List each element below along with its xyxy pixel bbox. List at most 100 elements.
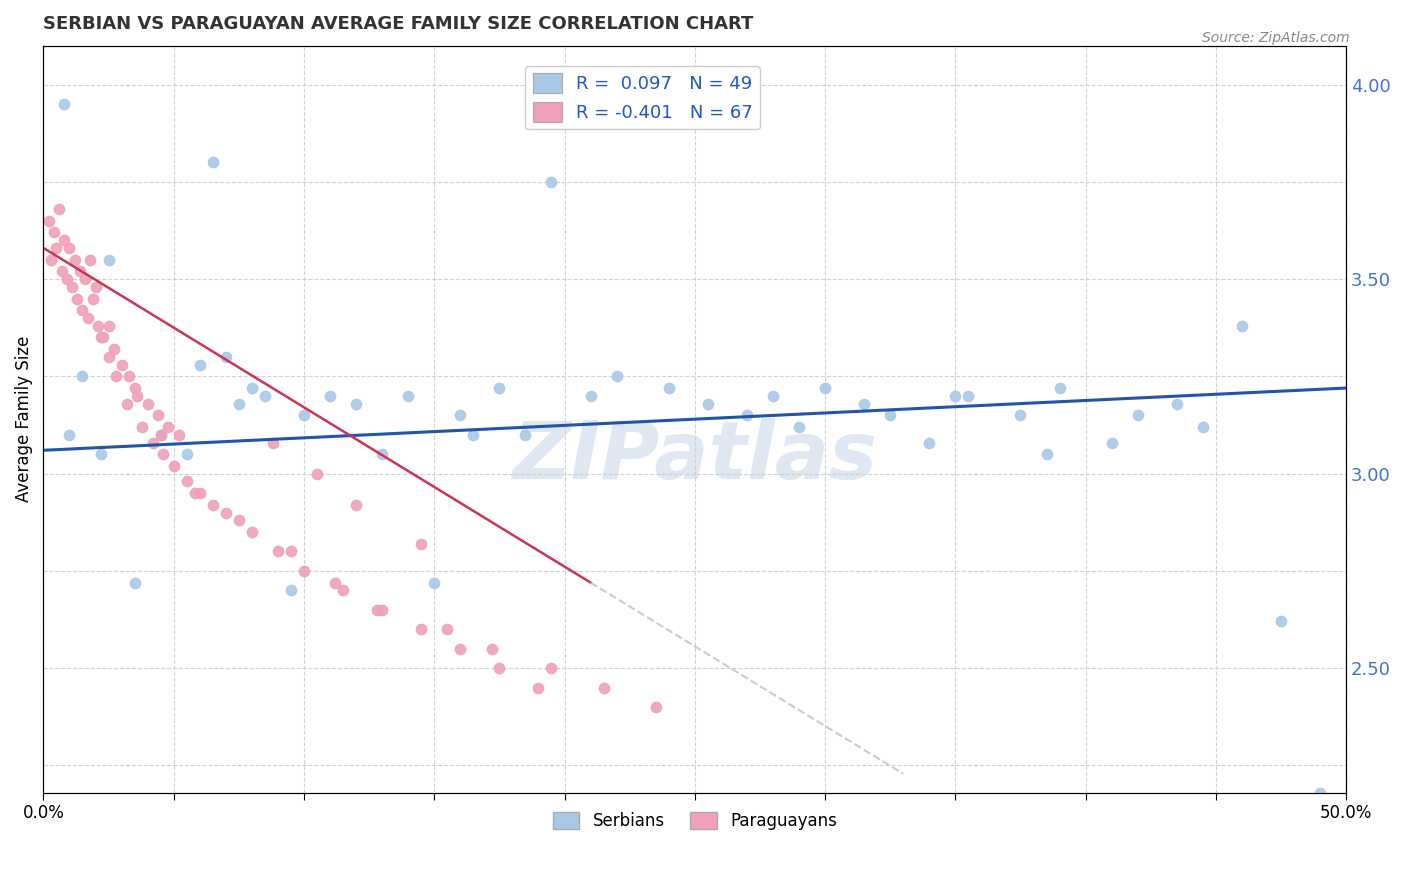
Point (280, 583, 302, 598)
Point (215, 350, 238, 364)
Point (592, 681, 614, 695)
Point (332, 583, 354, 598)
Point (167, 427, 190, 442)
Point (124, 381, 146, 395)
Point (1309, 786, 1331, 800)
Point (396, 389, 419, 403)
Point (97, 350, 120, 364)
Point (176, 447, 198, 461)
Point (323, 575, 346, 590)
Point (1126, 409, 1149, 423)
Point (787, 420, 810, 434)
Point (69, 264, 91, 278)
Point (149, 427, 172, 442)
Point (540, 175, 562, 189)
Point (38, 213, 60, 227)
Point (344, 396, 367, 410)
Point (201, 155, 224, 169)
Point (463, 427, 485, 442)
Point (644, 700, 666, 714)
Point (488, 381, 510, 395)
Point (103, 342, 125, 356)
Point (118, 369, 141, 384)
Point (127, 389, 149, 403)
Point (579, 389, 602, 403)
Point (1270, 615, 1292, 629)
Point (527, 681, 550, 695)
Point (371, 447, 394, 461)
Point (449, 641, 471, 656)
Point (53, 97, 76, 112)
Point (228, 396, 250, 410)
Point (39, 252, 62, 267)
Point (1192, 420, 1215, 434)
Point (97, 318, 120, 333)
Point (183, 486, 205, 500)
Point (1101, 435, 1123, 450)
Point (366, 603, 388, 617)
Point (66, 292, 89, 306)
Point (1166, 396, 1188, 410)
Point (280, 544, 302, 558)
Point (42, 226, 65, 240)
Point (188, 358, 211, 372)
Point (90, 447, 112, 461)
Point (63, 252, 86, 267)
Point (176, 475, 198, 489)
Point (146, 409, 169, 423)
Point (1230, 318, 1253, 333)
Point (84, 280, 107, 294)
Point (943, 389, 966, 403)
Point (423, 575, 446, 590)
Point (253, 389, 276, 403)
Point (918, 435, 941, 450)
Point (540, 661, 562, 675)
Point (56, 272, 79, 286)
Point (76, 311, 98, 326)
Point (371, 603, 394, 617)
Point (110, 358, 132, 372)
Point (45, 241, 67, 255)
Point (124, 575, 146, 590)
Point (51, 264, 73, 278)
Point (149, 427, 172, 442)
Point (142, 435, 165, 450)
Point (696, 396, 718, 410)
Point (72, 303, 94, 318)
Point (1049, 381, 1071, 395)
Point (762, 389, 785, 403)
Point (658, 381, 681, 395)
Text: SERBIAN VS PARAGUAYAN AVERAGE FAMILY SIZE CORRELATION CHART: SERBIAN VS PARAGUAYAN AVERAGE FAMILY SIZ… (44, 15, 754, 33)
Point (157, 420, 180, 434)
Point (163, 458, 186, 473)
Point (814, 381, 837, 395)
Point (292, 564, 315, 578)
Point (488, 661, 510, 675)
Point (606, 369, 628, 384)
Point (136, 396, 159, 410)
Point (1010, 409, 1032, 423)
Point (58, 241, 80, 255)
Point (436, 622, 458, 636)
Point (82, 292, 104, 306)
Point (201, 498, 224, 512)
Point (115, 396, 138, 410)
Point (58, 427, 80, 442)
Legend: Serbians, Paraguayans: Serbians, Paraguayans (546, 805, 844, 837)
Point (75, 272, 97, 286)
Point (262, 435, 284, 450)
Point (87, 318, 110, 333)
Point (93, 330, 115, 344)
Point (131, 420, 153, 434)
Text: ZIPatlas: ZIPatlas (512, 417, 877, 496)
Point (879, 409, 901, 423)
Point (292, 409, 315, 423)
Point (411, 622, 433, 636)
Point (449, 409, 471, 423)
Point (228, 513, 250, 527)
Point (240, 381, 263, 395)
Point (60, 280, 83, 294)
Point (957, 389, 980, 403)
Point (90, 330, 112, 344)
Point (735, 409, 758, 423)
